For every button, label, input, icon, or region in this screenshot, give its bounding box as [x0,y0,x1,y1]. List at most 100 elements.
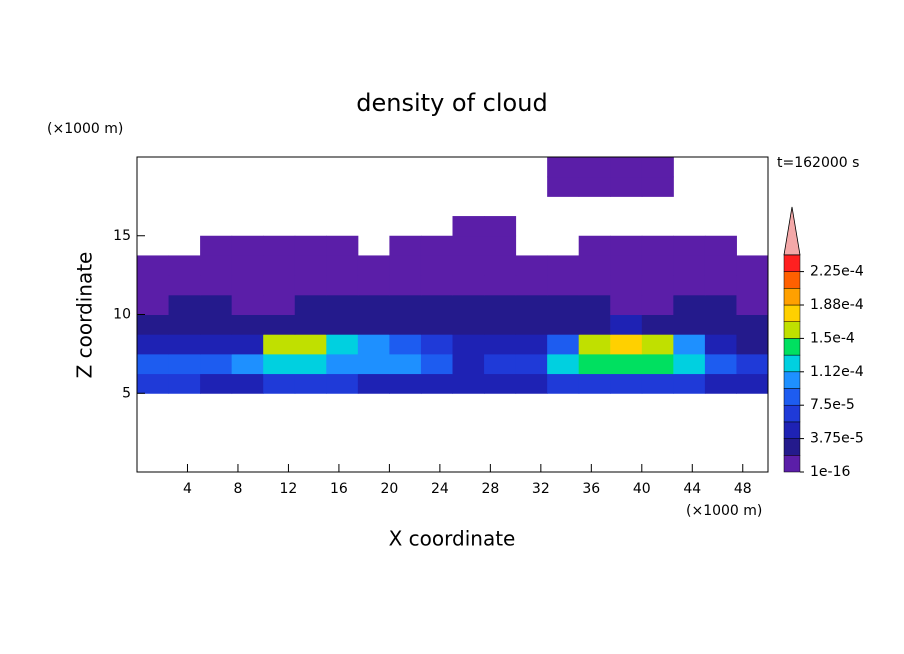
colorbar-band [783,321,801,339]
colorbar-tick-label: 1.12e-4 [810,364,864,380]
contour-cell [704,235,737,256]
contour-cell [420,255,453,276]
x-tick-label: 48 [734,481,752,497]
contour-cell [704,353,737,375]
contour-cell [673,353,706,375]
contour-cell [420,235,453,256]
colorbar-tick-label: 7.5e-5 [810,397,855,413]
contour-cell [452,353,485,375]
contour-cell [137,294,170,315]
contour-cell [547,334,580,355]
contour-cell [168,334,201,355]
colorbar-band [783,288,801,306]
contour-cell [200,294,233,315]
contour-cell [137,314,170,335]
colorbar-band [783,438,801,456]
contour-cell [357,294,390,315]
contour-cell [547,275,580,296]
contour-cell [610,235,643,256]
contour-cell [326,235,359,256]
colorbar-band [783,455,801,473]
contour-cell [137,255,170,276]
contour-cell [420,275,453,296]
contour-cell [420,353,453,375]
contour-cell [452,314,485,335]
x-tick-label: 44 [683,481,701,497]
contour-cell [231,255,264,276]
contour-cell [389,353,422,375]
contour-cell [168,373,201,394]
contour-cell [357,275,390,296]
contour-cell [610,157,643,178]
colorbar-band [783,404,801,423]
contour-cell [263,373,296,394]
contour-cell [484,314,517,335]
contour-cell [673,373,706,394]
contour-cell [578,353,611,375]
contour-cell [736,373,769,394]
contour-cell [263,275,296,296]
contour-cell [547,353,580,375]
contour-cell [578,294,611,315]
contour-cell [137,334,170,355]
contour-cell [200,334,233,355]
x-unit: (×1000 m) [686,503,762,519]
colorbar-band [783,388,801,406]
contour-cell [610,353,643,375]
y-axis-title: Z coordinate [73,252,97,379]
contour-cell [294,235,327,256]
contour-cell [484,353,517,375]
contour-cell [294,373,327,394]
x-tick-label: 12 [280,481,298,497]
contour-cell [704,255,737,276]
contour-cell [704,334,737,355]
contour-cell [231,373,264,394]
contour-cell [673,255,706,276]
contour-cell [200,314,233,335]
contour-cell [326,255,359,276]
contour-cell [673,314,706,335]
contour-cell [452,216,485,237]
contour-cell [704,294,737,315]
contour-cell [294,353,327,375]
contour-cell [736,314,769,335]
x-tick-label: 8 [233,481,242,497]
contour-cell [610,334,643,355]
contour-cell [515,353,548,375]
contour-cell [389,275,422,296]
contour-cell [610,176,643,197]
contour-cell [263,353,296,375]
contour-cell [673,235,706,256]
contour-cell [263,334,296,355]
contour-cell [389,255,422,276]
contour-cell [578,334,611,355]
contour-cell [484,334,517,355]
chart-title: density of cloud [356,89,547,117]
contour-cell [389,314,422,335]
x-tick-label: 36 [582,481,600,497]
x-tick-label: 32 [532,481,550,497]
x-tick-label: 20 [380,481,398,497]
colorbar-tick-label: 1e-16 [810,464,850,480]
contour-cell [641,314,674,335]
x-tick-label: 40 [633,481,651,497]
contour-cell [452,294,485,315]
contour-cell [357,334,390,355]
colorbar-band [783,254,801,272]
contour-cell [547,176,580,197]
contour-cell [263,255,296,276]
contour-cell [357,255,390,276]
contour-cell [515,314,548,335]
contour-cell [420,314,453,335]
contour-cell [326,353,359,375]
contour-cell [736,353,769,375]
contour-cell [736,334,769,355]
contour-cell [326,373,359,394]
contour-cell [673,294,706,315]
contour-cell [610,314,643,335]
x-tick-label: 28 [481,481,499,497]
contour-cell [389,334,422,355]
contour-cell [168,314,201,335]
contour-cell [578,157,611,178]
